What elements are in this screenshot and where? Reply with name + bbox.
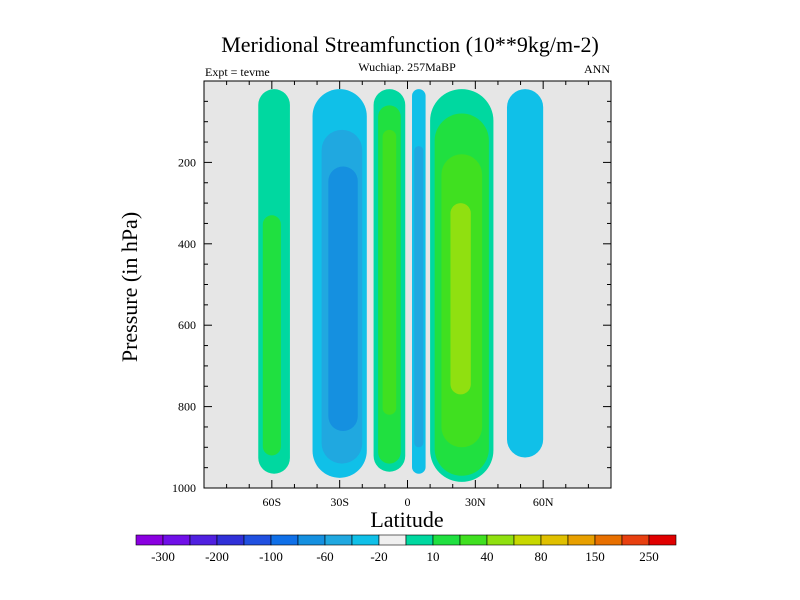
y-tick-label: 800 (178, 400, 196, 414)
colorbar-swatch (351, 534, 380, 546)
x-tick-label: 60N (533, 495, 554, 509)
colorbar-swatch (270, 534, 299, 546)
colorbar-swatch (648, 534, 677, 546)
colorbar-swatch (297, 534, 326, 546)
colorbar-swatch (405, 534, 434, 546)
colorbar-label: -100 (259, 549, 283, 564)
period-label: Wuchiap. 257MaBP (358, 60, 456, 74)
colorbar-label: 40 (481, 549, 494, 564)
contour-region-equatorial-negative-inner (414, 146, 424, 448)
y-axis-label: Pressure (in hPa) (117, 212, 142, 362)
colorbar-label: -20 (370, 549, 387, 564)
season-label: ANN (584, 62, 610, 76)
contour-regions (258, 89, 544, 482)
colorbar-label: 10 (427, 549, 440, 564)
colorbar-swatch (189, 534, 218, 546)
colorbar-swatch (621, 534, 650, 546)
x-tick-label: 0 (405, 495, 411, 509)
colorbar-swatch (513, 534, 542, 546)
x-axis-label: Latitude (370, 507, 443, 532)
contour-region-nh-hadley-positive-core (450, 203, 471, 395)
contour-region-sh-ferrel-negative-inner (328, 166, 358, 432)
y-tick-label: 400 (178, 237, 196, 251)
colorbar-swatch (243, 534, 272, 546)
colorbar-swatch (594, 534, 623, 546)
x-tick-label: 30N (465, 495, 486, 509)
x-tick-label: 60S (262, 495, 281, 509)
contour-region-nh-ferrel-negative-outer (506, 89, 544, 458)
x-tick-label: 30S (330, 495, 349, 509)
colorbar-label: 150 (585, 549, 605, 564)
colorbar-swatch (378, 534, 407, 546)
y-tick-label: 200 (178, 155, 196, 169)
experiment-label: Expt = tevme (205, 65, 270, 79)
colorbar-swatch (135, 534, 164, 546)
colorbar-swatch (567, 534, 596, 546)
colorbar-swatch (216, 534, 245, 546)
colorbar: -300 -200 -100 -60 -20 10 40 80 150 250 (135, 534, 677, 564)
contour-region-sh-hadley-positive-inner (382, 129, 397, 415)
y-axis-ticks: 200 400 600 800 1000 (172, 100, 611, 495)
x-axis-ticks: 60S 30S 0 30N 60N (226, 81, 589, 509)
colorbar-label: -300 (151, 549, 175, 564)
colorbar-label: 80 (535, 549, 548, 564)
y-tick-label: 1000 (172, 481, 196, 495)
contour-region-sh-polar-positive-inner (262, 215, 281, 456)
colorbar-swatch (486, 534, 515, 546)
colorbar-label: 250 (639, 549, 659, 564)
chart-title: Meridional Streamfunction (10**9kg/m-2) (221, 32, 599, 57)
y-tick-label: 600 (178, 318, 196, 332)
colorbar-swatch (324, 534, 353, 546)
colorbar-swatch (432, 534, 461, 546)
colorbar-label: -200 (205, 549, 229, 564)
colorbar-swatch (459, 534, 488, 546)
colorbar-label: -60 (316, 549, 333, 564)
colorbar-swatch (540, 534, 569, 546)
colorbar-swatch (162, 534, 191, 546)
